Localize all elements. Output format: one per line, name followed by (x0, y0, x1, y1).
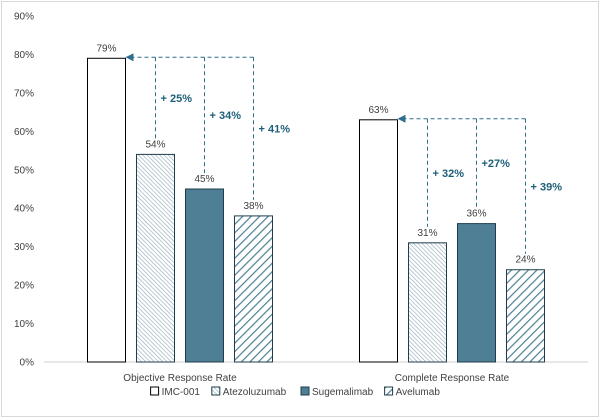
y-tick-label: 60% (14, 127, 34, 138)
bar (87, 57, 126, 363)
annotation-label: + 32% (433, 168, 465, 180)
y-tick-label: 90% (14, 12, 34, 23)
category-label: Objective Response Rate (123, 373, 237, 384)
annotation-label: + 34% (210, 110, 242, 122)
legend-label: IMC-001 (162, 387, 201, 398)
annotation-label: + 41% (259, 124, 291, 136)
bar (234, 215, 273, 363)
data-label: 36% (466, 209, 486, 220)
y-tick-label: 50% (14, 165, 34, 176)
y-tick-label: 10% (14, 319, 34, 330)
legend-label: Avelumab (396, 387, 441, 398)
legend-label: Atezoluzumab (223, 387, 287, 398)
y-tick-label: 20% (14, 281, 34, 292)
bar (408, 242, 447, 363)
legend-swatch-atezoluzumab (211, 386, 221, 396)
data-label: 31% (417, 228, 437, 239)
category-label: Complete Response Rate (395, 373, 510, 384)
y-tick-label: 70% (14, 88, 34, 99)
bars (87, 57, 545, 363)
annotation-label: + 39% (531, 181, 563, 193)
y-tick-label: 0% (20, 358, 35, 369)
annotations: + 25% + 34% + 41% + 32% +27% + 39% (125, 53, 563, 254)
y-axis: 0% 10% 20% 30% 40% 50% 60% 70% 80% 90% (14, 12, 34, 369)
bar (136, 153, 175, 363)
data-label: 24% (515, 255, 535, 266)
bar (506, 269, 545, 363)
y-tick-label: 40% (14, 204, 34, 215)
data-label: 54% (145, 139, 165, 150)
data-label: 38% (243, 201, 263, 212)
bar (185, 188, 224, 363)
legend-label: Sugemalimab (312, 387, 374, 398)
annotation-label: +27% (482, 158, 511, 170)
legend-swatch-imc-001 (150, 386, 160, 396)
legend: IMC-001 Atezoluzumab Sugemalimab Aveluma… (150, 386, 441, 398)
data-label: 45% (194, 174, 214, 185)
x-axis: Objective Response Rate Complete Respons… (44, 361, 588, 384)
data-label: 63% (368, 105, 388, 116)
data-label: 79% (96, 43, 116, 54)
data-labels: 79% 54% 45% 38% 63% 31% 36% 24% (96, 43, 535, 265)
y-tick-label: 80% (14, 50, 34, 61)
y-tick-label: 30% (14, 242, 34, 253)
legend-swatch-avelumab (384, 386, 394, 396)
bar (457, 223, 496, 363)
bar (359, 119, 398, 363)
legend-swatch-sugemalimab (300, 386, 310, 396)
annotation-label: + 25% (161, 93, 193, 105)
